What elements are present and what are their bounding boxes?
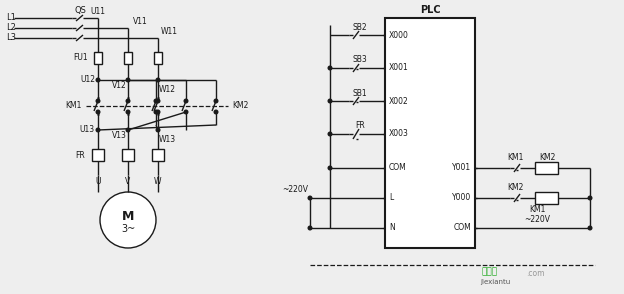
Text: KM2: KM2 — [539, 153, 555, 163]
Text: COM: COM — [453, 223, 471, 233]
Bar — [385, 18, 475, 248]
Circle shape — [328, 132, 332, 136]
Bar — [152, 149, 164, 161]
Circle shape — [96, 110, 100, 114]
Text: SB3: SB3 — [353, 56, 368, 64]
Circle shape — [184, 110, 188, 114]
Circle shape — [96, 78, 100, 82]
Text: KM2: KM2 — [507, 183, 523, 193]
Text: QS: QS — [74, 6, 86, 16]
Circle shape — [328, 66, 332, 70]
Text: FU1: FU1 — [74, 54, 88, 63]
Text: X000: X000 — [389, 31, 409, 39]
Text: SB2: SB2 — [353, 23, 368, 31]
Text: W: W — [154, 178, 162, 186]
Circle shape — [328, 166, 332, 170]
Text: PLC: PLC — [420, 5, 441, 15]
Text: KM1: KM1 — [507, 153, 523, 163]
Text: U11: U11 — [90, 8, 105, 16]
Text: Y000: Y000 — [452, 193, 471, 203]
Text: FR: FR — [355, 121, 365, 131]
Circle shape — [156, 99, 160, 103]
Text: X003: X003 — [389, 129, 409, 138]
Text: ~220V: ~220V — [524, 216, 550, 225]
Text: o: o — [97, 111, 99, 116]
Bar — [124, 52, 132, 64]
Circle shape — [126, 128, 130, 132]
Text: U: U — [95, 178, 100, 186]
Text: KM1: KM1 — [529, 206, 545, 215]
Circle shape — [126, 78, 130, 82]
Bar — [154, 52, 162, 64]
Circle shape — [156, 110, 160, 114]
Circle shape — [126, 99, 130, 103]
Text: o: o — [157, 96, 160, 101]
Circle shape — [96, 128, 100, 132]
Text: jiexiantu: jiexiantu — [480, 279, 510, 285]
Text: U12: U12 — [80, 74, 95, 83]
Bar — [122, 149, 134, 161]
Text: V: V — [125, 178, 130, 186]
Circle shape — [96, 99, 100, 103]
Text: W13: W13 — [159, 134, 176, 143]
Bar — [92, 149, 104, 161]
Text: L2: L2 — [6, 24, 16, 33]
Circle shape — [328, 99, 332, 103]
Text: N: N — [389, 223, 395, 233]
Text: X001: X001 — [389, 64, 409, 73]
Circle shape — [154, 99, 158, 103]
Circle shape — [154, 110, 158, 114]
Text: W12: W12 — [159, 84, 176, 93]
Circle shape — [100, 192, 156, 248]
Circle shape — [308, 226, 312, 230]
Text: W11: W11 — [161, 28, 178, 36]
Bar — [535, 162, 558, 174]
Circle shape — [588, 196, 592, 200]
Text: L: L — [389, 193, 393, 203]
Text: COM: COM — [389, 163, 407, 173]
Text: V13: V13 — [112, 131, 127, 139]
Circle shape — [308, 196, 312, 200]
Text: M: M — [122, 210, 134, 223]
Circle shape — [214, 99, 218, 103]
Text: FR: FR — [76, 151, 85, 160]
Text: 接线图: 接线图 — [482, 268, 498, 276]
Bar — [535, 192, 558, 204]
Text: L1: L1 — [6, 14, 16, 23]
Text: Y001: Y001 — [452, 163, 471, 173]
Text: U13: U13 — [80, 126, 95, 134]
Text: o: o — [127, 111, 130, 116]
Text: ~220V: ~220V — [282, 186, 308, 195]
Text: L3: L3 — [6, 34, 16, 43]
Circle shape — [588, 226, 592, 230]
Text: SB1: SB1 — [353, 88, 368, 98]
Bar — [94, 52, 102, 64]
Text: o: o — [97, 96, 99, 101]
Circle shape — [126, 110, 130, 114]
Text: V11: V11 — [133, 18, 148, 26]
Text: .com: .com — [526, 270, 544, 278]
Text: o: o — [157, 111, 160, 116]
Text: o: o — [127, 96, 130, 101]
Text: KM2: KM2 — [232, 101, 248, 111]
Text: V12: V12 — [112, 81, 127, 89]
Circle shape — [156, 128, 160, 132]
Text: 3~: 3~ — [121, 224, 135, 234]
Circle shape — [156, 78, 160, 82]
Circle shape — [214, 110, 218, 114]
Text: X002: X002 — [389, 96, 409, 106]
Circle shape — [184, 99, 188, 103]
Text: KM1: KM1 — [66, 101, 82, 111]
